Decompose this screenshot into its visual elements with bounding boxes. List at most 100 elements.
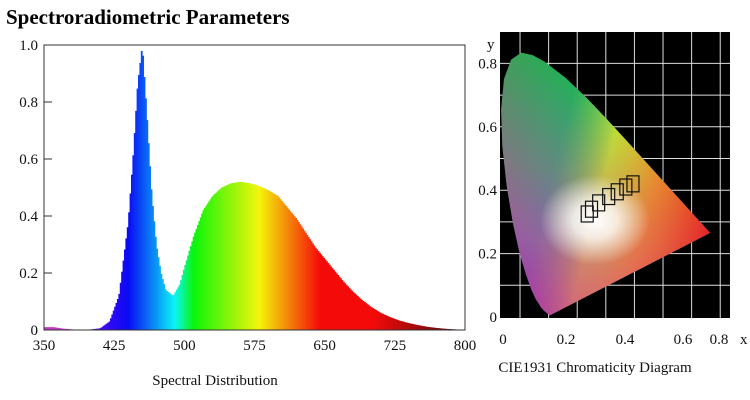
- spectrum-bar: [370, 307, 373, 330]
- spectrum-bar: [160, 273, 163, 330]
- spectrum-bar: [410, 323, 413, 330]
- spectrum-bar: [330, 266, 333, 330]
- spectrum-bar: [345, 284, 348, 330]
- spectrum-bar: [376, 310, 379, 330]
- x-tick-label: 500: [173, 338, 196, 354]
- spectrum-bar: [389, 317, 392, 330]
- spectrum-bar: [182, 269, 185, 330]
- spectrum-bar: [189, 246, 192, 330]
- spectrum-bar: [408, 323, 411, 330]
- spectrum-bar: [303, 230, 306, 330]
- spectrum-bar: [321, 256, 324, 330]
- spectrum-bar: [362, 300, 365, 330]
- spectrum-bar: [383, 314, 386, 330]
- spectrum-bar: [351, 290, 354, 330]
- x-tick-label: 725: [384, 338, 407, 354]
- y-tick-label: 1.0: [19, 38, 38, 54]
- spectrum-bar: [413, 324, 415, 330]
- cct-box: [602, 187, 616, 206]
- spectrum-bar: [272, 193, 275, 330]
- spectrum-bar: [105, 323, 108, 330]
- spectrum-bar: [425, 326, 428, 330]
- spectrum-bar: [136, 88, 139, 330]
- spectrum-bar: [45, 327, 48, 330]
- spectrum-bar: [180, 280, 182, 330]
- spectrum-bar: [63, 328, 66, 330]
- spectrum-bar: [262, 188, 265, 330]
- spectrum-bar: [170, 294, 173, 330]
- spectrum-bar: [403, 321, 406, 330]
- spectrum-bar: [361, 299, 363, 330]
- spectrum-bar: [48, 327, 51, 330]
- spectrum-bar: [233, 182, 236, 330]
- spectrum-bar: [247, 182, 250, 330]
- cct-box: [610, 183, 624, 201]
- spectrum-bar: [261, 187, 264, 330]
- spectrum-bar: [415, 324, 418, 330]
- spectrum-bar: [414, 324, 417, 330]
- spectrum-bar: [52, 327, 55, 330]
- spectrum-bar: [265, 189, 268, 330]
- spectrum-bar: [216, 191, 219, 330]
- spectrum-bar: [338, 276, 341, 330]
- spectrum-bar: [223, 186, 226, 330]
- spectrum-bar: [225, 185, 227, 330]
- spectrum-bar: [439, 328, 442, 330]
- spectrum-bar: [387, 316, 390, 330]
- x-tick-label: 350: [33, 338, 56, 354]
- cct-box: [592, 194, 606, 212]
- spectrum-bar: [114, 306, 116, 330]
- spectrum-bar: [417, 325, 420, 330]
- spectrum-bar: [331, 268, 334, 330]
- spectrum-bar: [237, 182, 240, 330]
- spectrum-bar: [279, 199, 282, 330]
- spectrum-bar: [293, 216, 296, 330]
- y-tick-label: 0.8: [19, 95, 38, 111]
- spectrum-bar: [390, 317, 393, 330]
- spectrum-bar: [100, 327, 102, 330]
- spectrum-bar: [443, 328, 446, 330]
- x-tick-label: 800: [454, 338, 477, 354]
- spectrum-bar: [285, 206, 288, 330]
- y-tick-label: 0.4: [478, 183, 497, 199]
- page-title: Spectroradiometric Parameters: [6, 5, 290, 29]
- spectrum-bar: [257, 185, 260, 330]
- spectrum-bar: [427, 326, 429, 330]
- spectrum-bar: [143, 77, 146, 330]
- spectrum-bar: [268, 190, 271, 330]
- spectrum-bar: [248, 183, 251, 330]
- spectrum-bar: [46, 327, 49, 330]
- spectrum-bar: [132, 155, 135, 330]
- spectrum-bar: [138, 74, 140, 330]
- spectrum-bar: [267, 190, 269, 330]
- y-axis-label: y: [487, 37, 495, 53]
- spectrum-bar: [299, 224, 302, 330]
- spectrum-bar: [396, 319, 399, 330]
- spectrum-bar: [337, 274, 340, 330]
- spectrum-bar: [198, 221, 201, 330]
- spectrum-bar: [382, 313, 385, 330]
- x-tick-label: 0: [499, 332, 507, 348]
- x-tick-label: 425: [103, 338, 126, 354]
- spectrum-bar: [164, 289, 167, 330]
- spectrum-bar: [149, 166, 152, 330]
- spectrum-bar: [140, 50, 143, 331]
- spectrum-bar: [95, 328, 98, 330]
- spectrum-bar: [406, 322, 408, 330]
- spectrum-bar: [135, 110, 138, 331]
- spectrum-bar: [115, 302, 118, 330]
- spectrum-bar: [168, 293, 171, 330]
- spectrum-bar: [435, 327, 438, 330]
- spectrum-bar: [295, 217, 297, 330]
- spectrum-bar: [202, 209, 205, 330]
- spectrum-bar: [324, 259, 327, 330]
- spectrum-bar: [126, 227, 129, 330]
- spectrum-bar: [174, 292, 177, 330]
- spectrum-bar: [55, 327, 58, 330]
- spectrum-bar: [122, 260, 125, 330]
- spectrum-bar: [333, 269, 335, 330]
- spectrum-bar: [420, 325, 422, 330]
- spectrum-bars: [44, 50, 466, 331]
- cct-box: [580, 205, 594, 223]
- spectrum-bar: [159, 265, 161, 330]
